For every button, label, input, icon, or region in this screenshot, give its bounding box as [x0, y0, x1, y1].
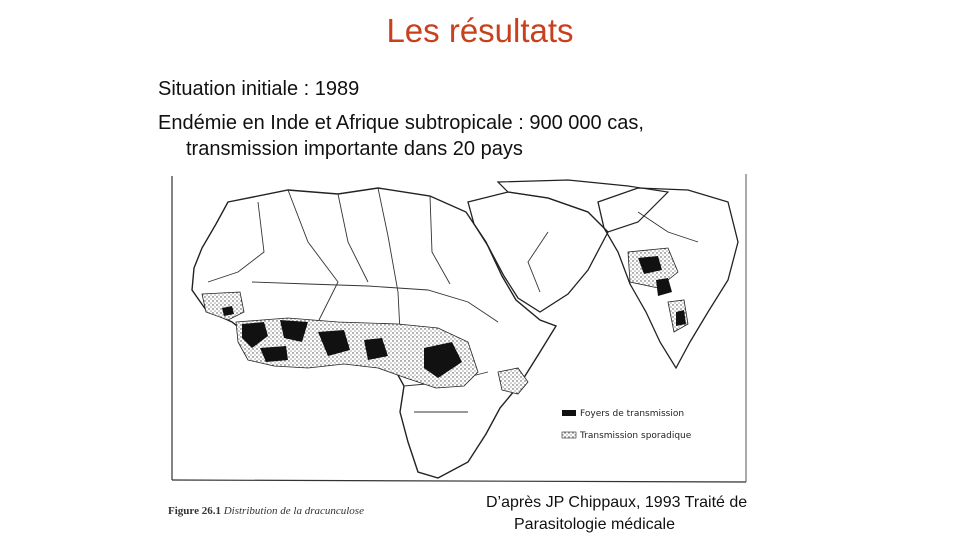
bullet-endemic: Endémie en Inde et Afrique subtropicale … [158, 110, 858, 162]
figure-title: Distribution de la dracunculose [223, 505, 364, 517]
credit-line2: Parasitologie médicale [514, 516, 675, 533]
bullet-endemic-line2: transmission importante dans 20 pays [186, 138, 523, 160]
legend-swatch-sporadique [561, 431, 577, 439]
scan-bottom-edge [171, 479, 747, 483]
credit-line1: D’après JP Chippaux, 1993 Traité de [486, 494, 748, 511]
source-credit: D’après JP Chippaux, 1993 Traité de Para… [486, 492, 747, 536]
map-svg: Foyers de transmission Transmission spor… [171, 174, 747, 483]
legend-label-foyers: Foyers de transmission [580, 409, 684, 419]
slide-title: Les résultats [386, 12, 574, 49]
arabia-outline [467, 191, 609, 313]
figure-caption: Figure 26.1 Distribution de la dracuncul… [168, 505, 364, 517]
legend-label-sporadique: Transmission sporadique [579, 431, 692, 441]
transmission-foci [222, 256, 686, 378]
country-borders [207, 187, 699, 413]
figure-number: Figure 26.1 [168, 505, 221, 517]
bullet-initial-situation: Situation initiale : 1989 [158, 78, 360, 100]
legend-swatch-foyers [562, 410, 576, 416]
map-legend: Foyers de transmission Transmission spor… [561, 409, 692, 441]
bullet-list: Situation initiale : 1989 Endémie en Ind… [158, 76, 858, 170]
india-outline [597, 187, 739, 370]
dracunculiasis-map: Foyers de transmission Transmission spor… [168, 172, 752, 486]
bullet-endemic-line1: Endémie en Inde et Afrique subtropicale … [158, 112, 644, 134]
middle-east-outline [496, 179, 670, 233]
